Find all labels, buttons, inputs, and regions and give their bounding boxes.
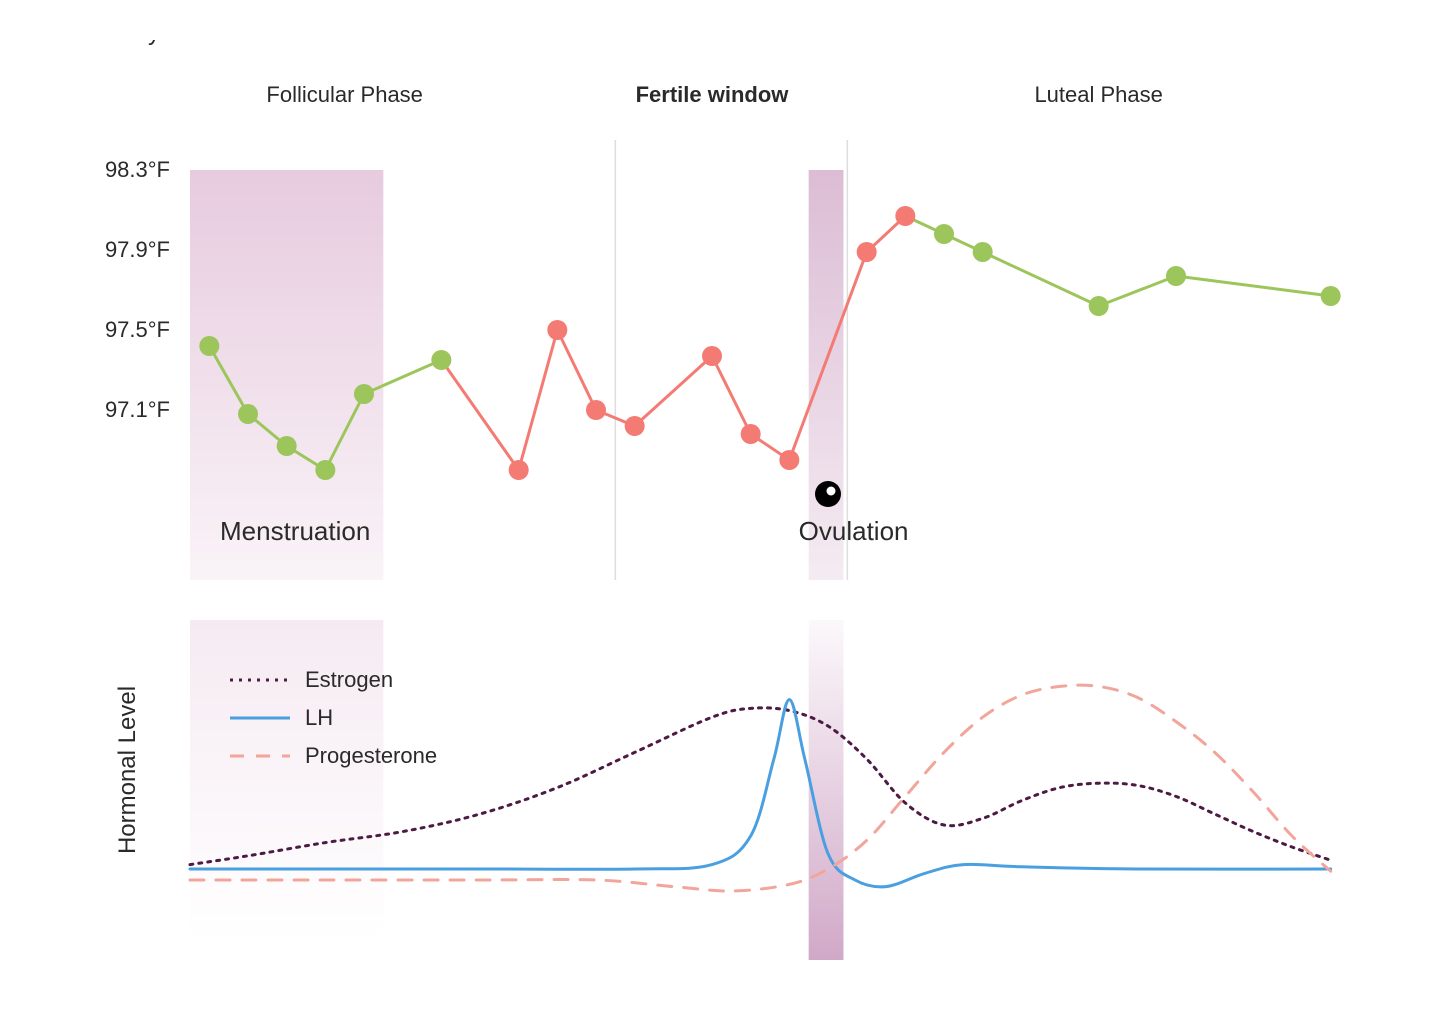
day-label: 30: [1318, 40, 1342, 45]
phase-label: Fertile window: [636, 82, 790, 107]
y-tick-label: 97.9°F: [105, 237, 170, 262]
day-label: 7: [435, 40, 447, 45]
ovulation-marker-dot: [827, 487, 836, 496]
day-axis-title: Day: [117, 40, 160, 46]
day-label: 19: [893, 40, 917, 45]
cycle-chart: Follicular Phase Fertile window Luteal Pha…: [70, 40, 1370, 960]
day-label: 26: [1164, 40, 1188, 45]
temperature-point: [1089, 296, 1109, 316]
day-label: 9: [513, 40, 525, 45]
day-label: 1: [203, 40, 215, 45]
day-label: 18: [854, 40, 878, 45]
temperature-point: [509, 460, 529, 480]
phase-label: Follicular Phase: [266, 82, 423, 107]
temperature-point: [779, 450, 799, 470]
day-label: 14: [700, 40, 724, 45]
day-label: 8: [474, 40, 486, 45]
temperature-point: [238, 404, 258, 424]
day-label: 4: [319, 40, 331, 45]
temperature-line: [905, 216, 1330, 306]
day-label: 3: [281, 40, 293, 45]
temperature-point: [741, 424, 761, 444]
day-label: 28: [1241, 40, 1265, 45]
temperature-point: [702, 346, 722, 366]
legend-label: LH: [305, 705, 333, 730]
day-label: 27: [1202, 40, 1226, 45]
day-label: 12: [622, 40, 646, 45]
day-label: 29: [1280, 40, 1304, 45]
temperature-point: [277, 436, 297, 456]
day-label: 17: [816, 40, 840, 45]
temperature-point: [895, 206, 915, 226]
hormone-axis-title: Hormonal Level: [114, 686, 141, 854]
temperature-point: [973, 242, 993, 262]
temperature-point: [586, 400, 606, 420]
temperature-point: [934, 224, 954, 244]
day-label: 6: [397, 40, 409, 45]
temperature-point: [315, 460, 335, 480]
day-label: 25: [1125, 40, 1149, 45]
y-tick-label: 97.5°F: [105, 317, 170, 342]
menstruation-label: Menstruation: [220, 516, 370, 546]
temperature-point: [431, 350, 451, 370]
day-label: 16: [777, 40, 801, 45]
temperature-point: [547, 320, 567, 340]
ovulation-label: Ovulation: [799, 516, 909, 546]
day-label: 24: [1086, 40, 1110, 45]
day-label: 22: [1009, 40, 1033, 45]
temperature-point: [625, 416, 645, 436]
day-label: 20: [932, 40, 956, 45]
day-label: 11: [585, 40, 608, 45]
temperature-point: [199, 336, 219, 356]
y-tick-label: 98.3°F: [105, 157, 170, 182]
temperature-point: [354, 384, 374, 404]
temperature-point: [1321, 286, 1341, 306]
legend-label: Progesterone: [305, 743, 437, 768]
y-tick-label: 97.1°F: [105, 397, 170, 422]
day-label: 21: [970, 40, 994, 45]
day-label: 2: [242, 40, 254, 45]
day-label: 13: [661, 40, 685, 45]
temperature-point: [857, 242, 877, 262]
phase-label: Luteal Phase: [1034, 82, 1162, 107]
day-label: 23: [1048, 40, 1072, 45]
day-label: 10: [545, 40, 569, 45]
temperature-point: [1166, 266, 1186, 286]
legend-label: Estrogen: [305, 667, 393, 692]
ovulation-band-lower: [809, 620, 844, 960]
day-label: 5: [358, 40, 370, 45]
day-label: 15: [738, 40, 762, 45]
